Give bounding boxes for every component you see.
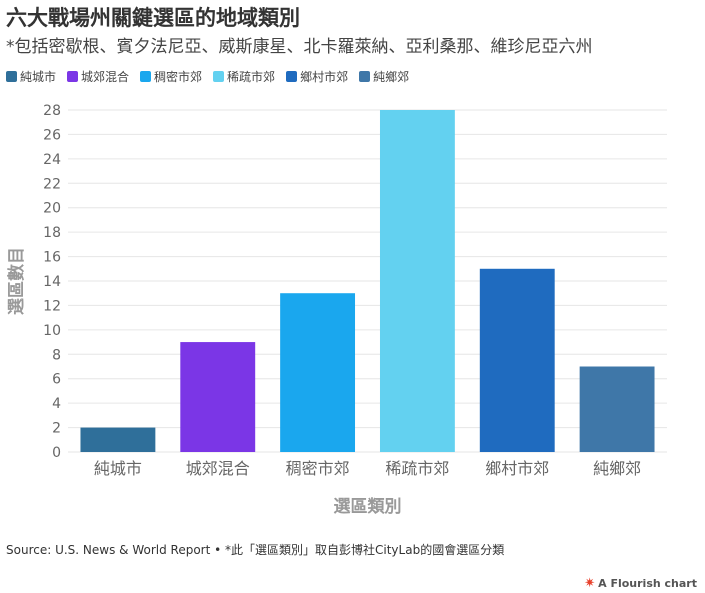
x-tick-label: 稀疏市郊 bbox=[385, 459, 449, 478]
y-tick-label: 26 bbox=[43, 127, 61, 143]
y-tick-label: 22 bbox=[43, 176, 61, 192]
x-tick-label: 純鄉郊 bbox=[593, 459, 641, 478]
legend-item[interactable]: 稠密市郊 bbox=[140, 68, 202, 85]
legend-swatch bbox=[6, 71, 17, 82]
legend-label: 純鄉郊 bbox=[373, 70, 410, 84]
x-tick-label: 稠密市郊 bbox=[286, 459, 350, 478]
legend-label: 稀疏市郊 bbox=[227, 70, 276, 84]
chart-subtitle: *包括密歇根、賓夕法尼亞、威斯康星、北卡羅萊納、亞利桑那、維珍尼亞六州 bbox=[6, 37, 593, 57]
y-tick-label: 16 bbox=[43, 250, 61, 266]
flourish-credit-link[interactable]: ✷ A Flourish chart bbox=[584, 576, 697, 591]
legend-label: 純城市 bbox=[20, 70, 57, 84]
x-tick-label: 純城市 bbox=[94, 459, 142, 478]
source-note: Source: U.S. News & World Report • *此「選區… bbox=[6, 543, 505, 557]
flourish-logo-icon: ✷ bbox=[584, 576, 596, 591]
y-tick-label: 20 bbox=[43, 201, 61, 217]
bar bbox=[180, 342, 256, 452]
legend-item[interactable]: 鄉村市郊 bbox=[286, 68, 348, 85]
y-tick-label: 4 bbox=[52, 396, 61, 412]
legend-item[interactable]: 純城市 bbox=[6, 68, 56, 85]
y-tick-label: 18 bbox=[43, 225, 61, 241]
bar bbox=[280, 293, 356, 452]
flourish-credit-label: A Flourish chart bbox=[598, 577, 697, 590]
y-tick-label: 2 bbox=[52, 421, 61, 437]
legend-item[interactable]: 純鄉郊 bbox=[359, 68, 409, 85]
legend-label: 鄉村市郊 bbox=[300, 70, 349, 84]
legend-swatch bbox=[140, 71, 152, 82]
y-tick-label: 10 bbox=[43, 323, 61, 339]
chart-legend: 純城市 城郊混合 稠密市郊 稀疏市郊 鄉村市郊 純鄉郊 bbox=[6, 68, 420, 85]
legend-swatch bbox=[213, 71, 225, 82]
x-tick-label: 城郊混合 bbox=[186, 459, 250, 478]
legend-swatch bbox=[286, 71, 298, 82]
y-axis-title: 選區數目 bbox=[6, 247, 27, 315]
bar bbox=[479, 268, 555, 452]
y-tick-label: 28 bbox=[43, 103, 61, 119]
bar bbox=[579, 366, 655, 452]
y-tick-label: 14 bbox=[43, 274, 61, 290]
legend-label: 稠密市郊 bbox=[154, 70, 203, 84]
y-tick-label: 6 bbox=[52, 372, 61, 388]
y-tick-label: 8 bbox=[52, 347, 61, 363]
legend-swatch bbox=[67, 71, 79, 82]
x-axis-title: 選區類別 bbox=[334, 497, 402, 517]
legend-swatch bbox=[359, 71, 371, 82]
x-tick-label: 鄉村市郊 bbox=[485, 459, 549, 478]
y-tick-label: 24 bbox=[43, 152, 61, 168]
bar bbox=[80, 427, 156, 452]
bar bbox=[379, 110, 455, 452]
legend-item[interactable]: 城郊混合 bbox=[67, 68, 129, 85]
legend-label: 城郊混合 bbox=[81, 70, 130, 84]
chart-title: 六大戰場州關鍵選區的地域類別 bbox=[6, 6, 300, 30]
y-tick-label: 0 bbox=[52, 445, 61, 461]
legend-item[interactable]: 稀疏市郊 bbox=[213, 68, 275, 85]
y-tick-label: 12 bbox=[43, 298, 61, 314]
